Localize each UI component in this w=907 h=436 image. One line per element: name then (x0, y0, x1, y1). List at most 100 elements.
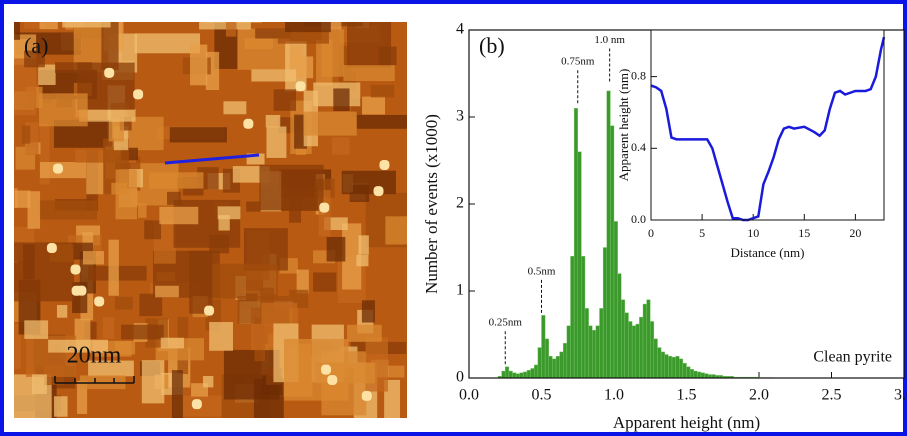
terrace (108, 240, 118, 296)
terrace (24, 320, 48, 339)
bright-spot (94, 296, 104, 306)
histogram-bar (527, 370, 531, 378)
terrace (333, 88, 349, 111)
terrace (327, 237, 346, 262)
histogram-bar (701, 373, 705, 378)
terrace (278, 32, 329, 44)
histogram-bar (658, 348, 662, 378)
terrace (161, 338, 184, 349)
terrace (362, 97, 385, 115)
terrace (111, 183, 127, 195)
terrace (245, 38, 273, 49)
peak-label: 0.75nm (561, 56, 595, 68)
terrace (261, 303, 297, 326)
y-tick-label: 3 (456, 108, 464, 125)
histogram-bar (538, 348, 542, 378)
histogram-bar (607, 91, 611, 378)
terrace (266, 126, 286, 157)
stm-image: (a) 20nm (0, 3, 444, 436)
histogram-bar (581, 256, 585, 378)
histogram-bar (629, 321, 633, 378)
histogram-bar (509, 371, 513, 378)
bright-spot (374, 186, 384, 196)
y-tick-label: 4 (456, 21, 464, 38)
histogram-bar (668, 356, 672, 378)
terrace (266, 115, 281, 127)
y-tick-label: 0.8 (631, 68, 646, 82)
terrace (115, 297, 133, 310)
histogram-bar (549, 356, 553, 378)
terrace (170, 127, 227, 142)
histogram-bar (603, 248, 607, 379)
histogram-bar (639, 317, 643, 378)
histogram-bar (650, 321, 654, 378)
terrace (155, 286, 179, 298)
histogram-bar (567, 326, 571, 378)
terrace (32, 374, 47, 394)
terrace (38, 200, 97, 219)
terrace (223, 101, 246, 114)
terrace (172, 370, 183, 420)
x-tick-label: 2.0 (749, 387, 769, 404)
bright-spot (53, 164, 63, 174)
terrace (144, 220, 161, 239)
histogram-bar (556, 356, 560, 378)
sample-label: Clean pyrite (813, 349, 892, 366)
bright-spot (204, 306, 214, 316)
panel-label: (b) (479, 33, 505, 58)
terrace (189, 251, 212, 314)
x-tick-label: 0.0 (459, 387, 479, 404)
histogram-bar (683, 363, 687, 378)
terrace (199, 21, 251, 29)
histogram-bar (687, 367, 691, 378)
histogram-bar (516, 374, 520, 378)
bright-spot (71, 264, 81, 274)
bright-spot (362, 391, 372, 401)
peak-label: 0.5nm (528, 265, 556, 277)
terrace (203, 376, 213, 387)
y-tick-label: 0.4 (631, 140, 646, 154)
histogram-bar (610, 126, 614, 378)
terrace (259, 165, 323, 211)
terrace (121, 325, 164, 340)
histogram-bar (614, 221, 618, 378)
histogram-bar (600, 308, 604, 378)
terrace (38, 65, 55, 85)
bright-spot (104, 68, 114, 78)
terrace (142, 360, 165, 403)
histogram-bar (636, 324, 640, 378)
x-tick-label: 20 (849, 226, 861, 240)
histogram-bar (513, 373, 517, 378)
histogram-bar (502, 371, 506, 378)
histogram-bar (578, 152, 582, 378)
panel-label: (a) (24, 33, 48, 58)
y-axis-title: Number of events (x1000) (422, 114, 441, 294)
terrace (57, 305, 67, 318)
histogram-bar (552, 359, 556, 378)
terrace (358, 235, 368, 254)
x-tick-label: 2.5 (822, 387, 842, 404)
terrace (86, 162, 104, 194)
terrace (209, 322, 233, 351)
terrace (362, 300, 375, 322)
histogram-bar (632, 326, 636, 378)
histogram-bar (647, 300, 651, 378)
terrace (274, 89, 296, 110)
bright-spot (72, 286, 82, 296)
terrace (83, 251, 104, 264)
histogram-bar (596, 326, 600, 378)
histogram-bar (531, 368, 535, 378)
histogram-bar (534, 365, 538, 378)
histogram-bar (574, 108, 578, 378)
terrace (284, 339, 348, 401)
terrace (39, 93, 88, 126)
scale-bar-label: 20nm (67, 343, 122, 369)
histogram-bar (585, 308, 589, 378)
terrace (347, 325, 382, 342)
terrace (156, 272, 175, 281)
terrace (246, 201, 261, 211)
x-tick-label: 5 (699, 226, 705, 240)
terrace (103, 317, 114, 339)
histogram-bar (560, 352, 564, 378)
terrace (313, 273, 336, 292)
